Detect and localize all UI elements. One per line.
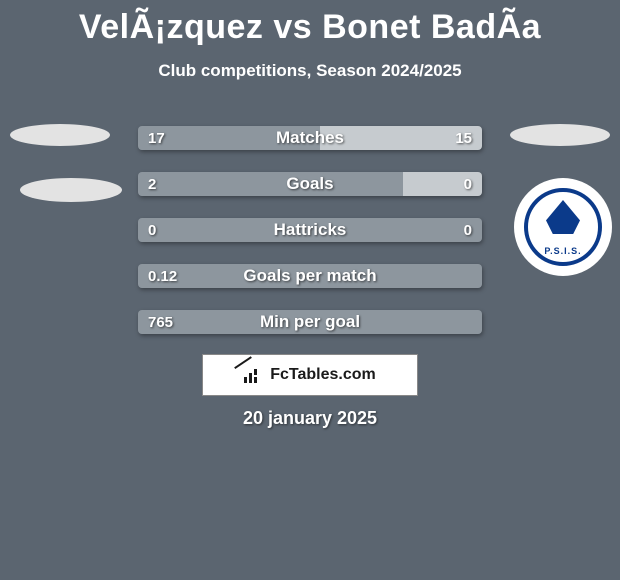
stat-value-right: 0 — [454, 172, 482, 196]
comparison-title: VelÃ¡zquez vs Bonet BadÃ­a — [0, 0, 620, 47]
source-brand: FcTables.com — [270, 366, 376, 384]
player1-logo-placeholder-2 — [20, 178, 122, 202]
stat-label: Min per goal — [138, 310, 482, 334]
snapshot-date: 20 january 2025 — [0, 408, 620, 429]
psis-badge-icon — [524, 188, 602, 266]
stat-row: 765 Min per goal — [138, 310, 482, 334]
stat-row: 17 Matches 15 — [138, 126, 482, 150]
stat-value-right: 0 — [454, 218, 482, 242]
stat-label: Goals per match — [138, 264, 482, 288]
player2-logo-placeholder — [510, 124, 610, 146]
chart-icon — [244, 367, 264, 383]
player2-club-badge — [514, 178, 612, 276]
stats-bars: 17 Matches 15 2 Goals 0 0 Hattricks 0 0.… — [138, 126, 482, 356]
stat-label: Hattricks — [138, 218, 482, 242]
stat-row: 2 Goals 0 — [138, 172, 482, 196]
source-attribution[interactable]: FcTables.com — [202, 354, 418, 396]
stat-value-right — [462, 264, 482, 288]
player1-logo-placeholder-1 — [10, 124, 110, 146]
stat-value-right — [462, 310, 482, 334]
stat-label: Goals — [138, 172, 482, 196]
stat-value-right: 15 — [445, 126, 482, 150]
stat-row: 0.12 Goals per match — [138, 264, 482, 288]
stat-label: Matches — [138, 126, 482, 150]
comparison-subtitle: Club competitions, Season 2024/2025 — [0, 47, 620, 81]
stat-row: 0 Hattricks 0 — [138, 218, 482, 242]
